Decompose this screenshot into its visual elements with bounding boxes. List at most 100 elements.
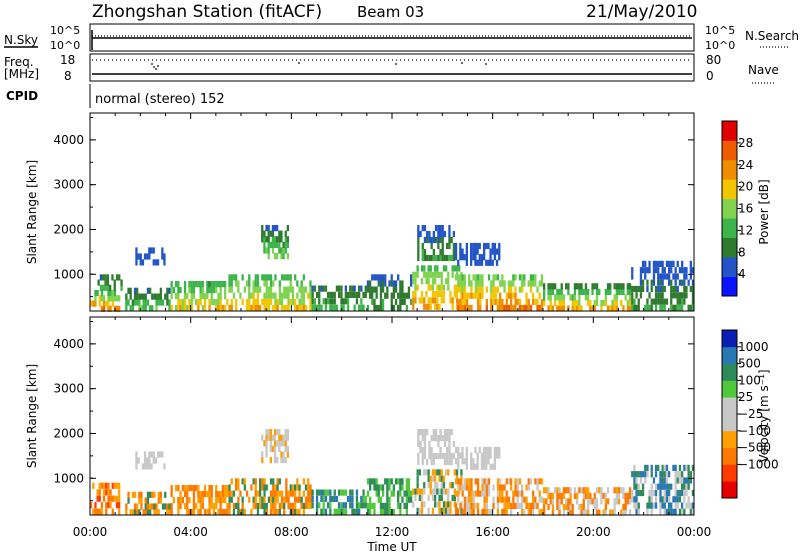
vel-cell — [118, 489, 121, 496]
vel-cell — [678, 464, 682, 471]
vel-cell — [94, 508, 97, 515]
vel-cell — [280, 502, 284, 509]
vel-cell — [423, 446, 427, 454]
power-cell — [510, 298, 513, 305]
power-cell — [401, 292, 404, 299]
vel-cell — [440, 475, 443, 482]
power-cell — [394, 280, 398, 287]
vel-cell — [434, 482, 437, 489]
power-cell — [478, 259, 481, 266]
vel-cell — [521, 490, 524, 497]
power-cell — [644, 267, 647, 274]
vel-cell — [527, 484, 530, 491]
power-cell — [261, 230, 264, 237]
power-cell — [245, 304, 249, 312]
power-cell — [138, 299, 141, 306]
power-cell — [377, 280, 380, 287]
vel-cell — [606, 498, 610, 505]
power-cell — [518, 274, 522, 281]
vel-cell — [263, 508, 266, 516]
vel-cell — [283, 496, 286, 503]
power-cell — [157, 299, 160, 306]
power-cell — [427, 265, 430, 272]
power-cell — [447, 271, 450, 278]
power-cell — [280, 298, 284, 305]
vel-cell — [442, 488, 446, 495]
power-cell — [245, 280, 249, 287]
vel-cell — [331, 495, 334, 502]
power-cell — [129, 287, 132, 294]
power-cell — [543, 294, 546, 301]
vel-cell — [105, 502, 108, 509]
vel-cell — [190, 485, 193, 492]
vel-cell — [657, 483, 660, 490]
vel-cell — [230, 478, 233, 485]
vel-cell — [540, 508, 544, 516]
vel-cell — [276, 484, 279, 491]
vel-cell — [641, 471, 645, 478]
vel-cell — [476, 478, 480, 485]
vel-cell — [420, 507, 424, 514]
power-cell — [487, 274, 491, 281]
vel-cell — [329, 502, 332, 509]
vel-cell — [492, 496, 495, 503]
power-cell — [320, 304, 323, 311]
nsky-panel: N.Sky 10^5 10^0 10^5 10^0 N.Search — [4, 23, 799, 52]
power-cell — [453, 284, 456, 291]
power-cell — [430, 242, 433, 250]
power-cell — [186, 305, 189, 312]
power-cell — [626, 305, 629, 312]
power-cell — [691, 298, 695, 305]
vel-cell — [228, 496, 231, 503]
vel-cell — [441, 452, 444, 460]
power-cell — [342, 298, 345, 305]
vel-cell — [136, 503, 139, 510]
power-cell — [641, 267, 645, 274]
vel-cell — [302, 490, 305, 497]
vel-cell — [654, 471, 658, 478]
power-cell — [434, 290, 437, 298]
power-cell — [107, 295, 110, 302]
vel-cell — [450, 452, 453, 460]
power-cell — [263, 280, 266, 287]
power-cell — [248, 304, 251, 312]
vel-cell — [195, 503, 198, 510]
vel-cell — [472, 502, 475, 509]
power-cell — [156, 259, 160, 266]
velocity-colorbar-band — [722, 363, 737, 381]
vel-cell — [443, 440, 447, 448]
power-cell — [659, 304, 662, 311]
power-cell — [578, 305, 581, 312]
vel-cell — [417, 452, 420, 460]
power-cell — [549, 283, 552, 290]
vel-cell — [215, 485, 218, 492]
vel-cell — [418, 494, 421, 502]
vel-cell — [641, 489, 645, 497]
vel-cell — [470, 478, 473, 485]
power-cell — [461, 254, 464, 261]
vel-cell — [421, 446, 424, 454]
power-cell — [641, 279, 645, 286]
vel-cell — [681, 502, 684, 509]
power-cell — [438, 271, 441, 278]
vel-cell — [170, 503, 173, 510]
vel-cell — [155, 503, 158, 510]
power-cell — [148, 247, 151, 254]
vel-cell — [457, 490, 460, 497]
power-cell — [452, 231, 455, 238]
vel-cell — [276, 457, 279, 464]
power-cell — [465, 254, 468, 261]
vel-cell — [199, 509, 202, 516]
power-cell — [254, 286, 257, 293]
vel-cell — [685, 489, 688, 497]
power-cell — [338, 291, 341, 298]
power-cell — [287, 304, 290, 312]
power-cell — [615, 283, 618, 290]
vel-cell — [272, 508, 275, 516]
vel-cell — [307, 478, 310, 485]
power-cell — [613, 305, 616, 312]
vel-cell — [461, 446, 464, 454]
vel-cell — [327, 489, 330, 496]
power-cell — [364, 285, 367, 292]
vel-cell — [210, 503, 213, 510]
